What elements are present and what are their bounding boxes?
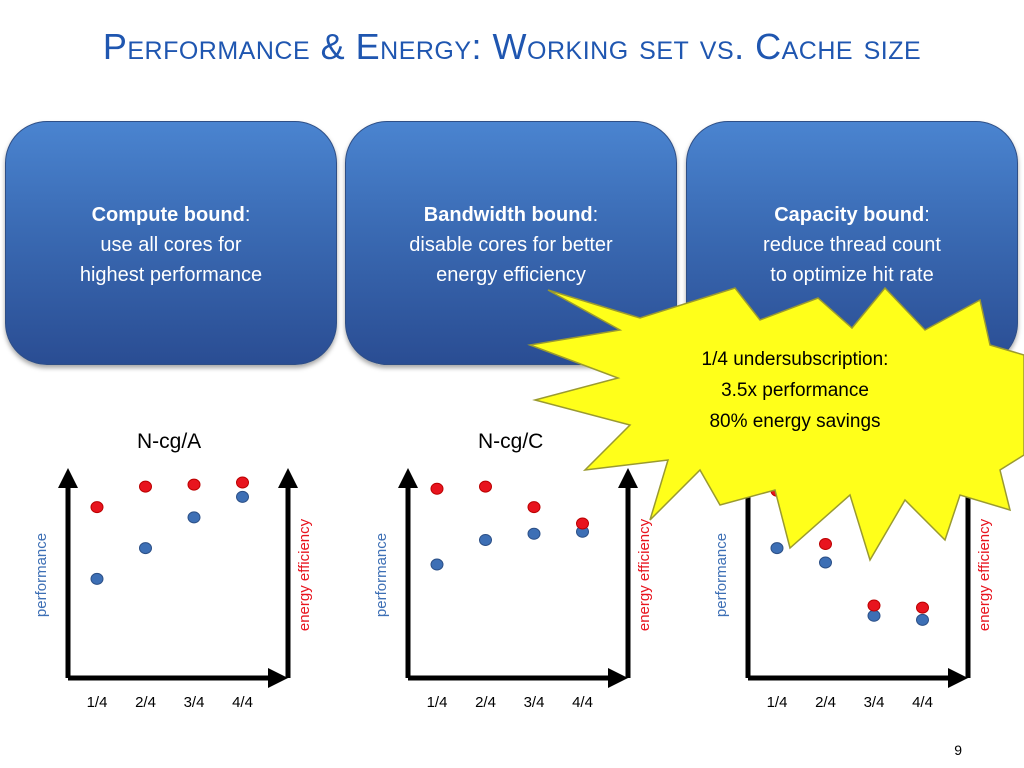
energy-point [819,538,832,551]
performance-point [527,527,541,540]
box-heading: Compute bound [91,204,245,226]
performance-point [819,556,832,569]
performance-point [916,613,929,626]
callout-line-3: 80% energy savings [709,411,881,432]
callout-text: 1/4 undersubscription: 3.5x performance … [650,344,940,437]
y-axis-label: performance [373,533,390,617]
y2-axis-label: energy efficiency [636,518,653,631]
performance-point [430,558,444,571]
y-axis-label: performance [33,533,50,617]
starburst-shape [527,286,1024,562]
energy-point [90,501,104,514]
box-heading: Bandwidth bound [423,204,593,226]
x-tick-label: 2/4 [815,694,836,711]
chart-title-c: N-cg/C [478,430,544,453]
callout-line-1: 1/4 undersubscription: [701,349,889,370]
x-tick-label: 2/4 [475,694,496,711]
energy-point [527,501,541,514]
x-tick-label: 2/4 [135,694,156,711]
box-line-2: highest performance [79,264,263,286]
box-line-1: use all cores for [100,234,242,256]
y2-axis-label: energy efficiency [296,518,313,631]
energy-point [576,517,589,530]
chart-title-a: N-cg/A [137,430,202,453]
box-line-2: to optimize hit rate [770,264,934,286]
energy-point [430,482,444,495]
box-line-1: reduce thread count [763,234,941,256]
energy-point [236,476,249,489]
x-tick-label: 4/4 [572,694,593,711]
y-axis-label: performance [713,533,730,617]
callout-line-2: 3.5x performance [721,380,869,401]
performance-point [187,511,201,524]
x-tick-label: 1/4 [427,694,448,711]
performance-point [90,572,104,585]
box-colon: : [244,204,251,226]
box-line-1: disable cores for better [409,234,613,256]
energy-point [479,480,492,493]
x-tick-label: 1/4 [87,694,108,711]
box-colon: : [924,204,930,226]
energy-point [867,599,881,612]
performance-point [139,542,152,555]
slide-title: Performance & Energy: Working set vs. Ca… [102,26,922,67]
performance-point [236,490,249,503]
performance-point [479,533,492,546]
x-tick-label: 1/4 [767,694,788,711]
energy-point [916,601,929,614]
y2-axis-label: energy efficiency [976,518,993,631]
energy-point [139,480,152,493]
x-tick-label: 4/4 [232,694,253,711]
compute-bound-box: Compute bound: use all cores for highest… [5,121,337,365]
page-number: 9 [954,742,962,758]
performance-point [770,542,784,555]
energy-point [187,478,201,491]
x-tick-label: 3/4 [524,694,545,711]
x-tick-label: 4/4 [912,694,933,711]
x-tick-label: 3/4 [184,694,205,711]
box-heading: Capacity bound [774,204,925,226]
box-colon: : [592,204,599,226]
x-tick-label: 3/4 [864,694,885,711]
box-line-2: energy efficiency [436,264,586,286]
